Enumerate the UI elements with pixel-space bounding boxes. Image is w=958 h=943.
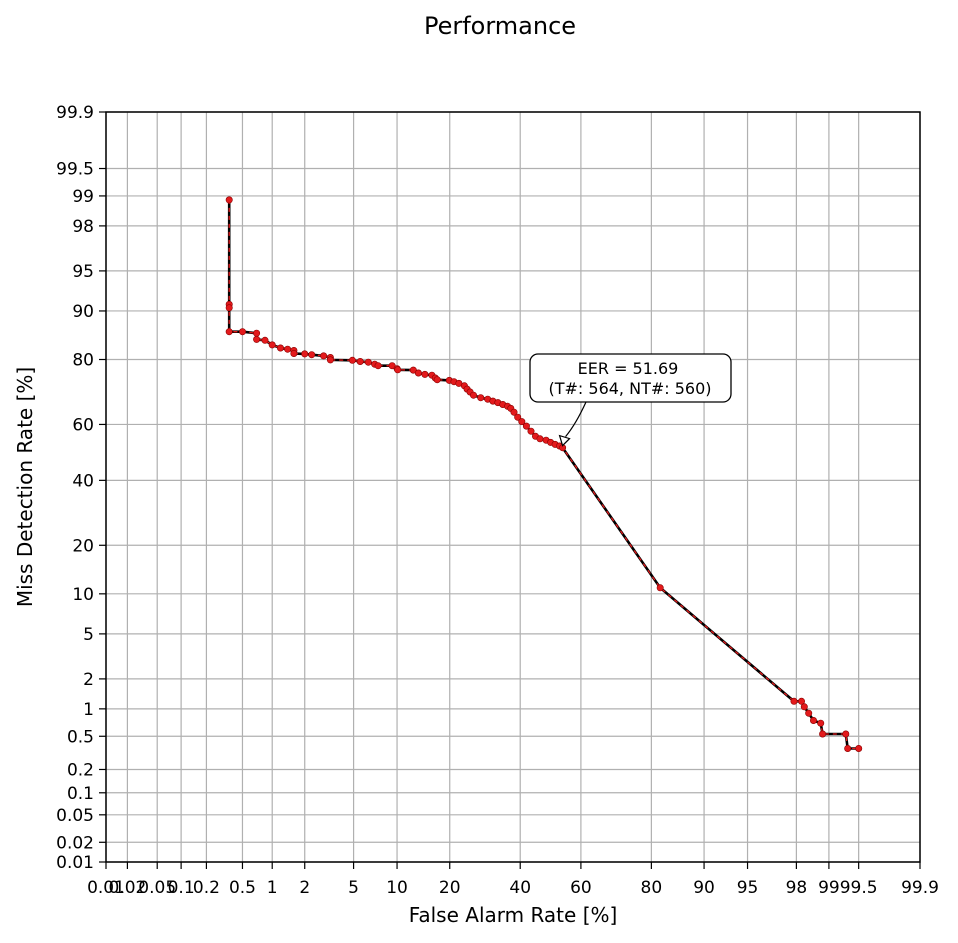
series-line [227, 199, 859, 750]
data-point [477, 394, 485, 402]
y-tick-label: 98 [72, 217, 94, 237]
data-point [819, 730, 827, 738]
y-tick-label: 0.01 [56, 853, 94, 873]
data-point [514, 413, 522, 421]
data-point [844, 744, 852, 752]
x-tick-label: 80 [641, 878, 663, 898]
x-tick-label: 1 [267, 878, 278, 898]
y-tick-label: 20 [72, 536, 94, 556]
data-point [320, 352, 328, 360]
data-point [842, 730, 850, 738]
x-tick-label: 0.05 [138, 878, 176, 898]
x-tick-label: 5 [348, 878, 359, 898]
data-point [276, 344, 284, 352]
data-point [805, 709, 813, 717]
x-tick-label: 90 [693, 878, 715, 898]
chart-title: Performance [424, 12, 576, 40]
data-point [326, 356, 334, 364]
data-point [374, 362, 382, 370]
data-point [536, 435, 544, 443]
eer-annotation-box [529, 353, 732, 403]
x-tick-label: 20 [439, 878, 461, 898]
x-tick-label: 99 [818, 878, 840, 898]
y-tick-label: 5 [83, 625, 94, 645]
data-point [800, 703, 808, 711]
data-point [290, 349, 298, 357]
data-point [225, 304, 233, 312]
data-point [348, 356, 356, 364]
data-point [225, 196, 233, 204]
data-point [364, 358, 372, 366]
data-point [469, 391, 477, 399]
x-tick-label: 99.5 [840, 878, 878, 898]
data-point [239, 328, 247, 336]
data-point [518, 418, 526, 426]
y-tick-label: 2 [83, 670, 94, 690]
data-point [225, 328, 233, 336]
x-tick-label: 0.2 [193, 878, 220, 898]
x-tick-label: 95 [737, 878, 759, 898]
data-point [253, 329, 261, 337]
data-point [817, 719, 825, 727]
y-tick-label: 0.1 [67, 784, 94, 804]
y-tick-label: 60 [72, 415, 94, 435]
data-point [522, 422, 530, 430]
x-tick-label: 0.1 [168, 878, 195, 898]
y-axis: 0.010.02 0.050.1 0.2 0.5 1 2 5 10 20 40 60 80 90 95 98… [56, 103, 106, 873]
data-point [797, 697, 805, 705]
plot-frame [105, 111, 921, 863]
data-point [656, 584, 664, 592]
eer-annotation: EER = 51.69 (T#: 564, NT#: 560) [529, 353, 732, 447]
y-tick-label: 0.2 [67, 760, 94, 780]
x-tick-label: 10 [386, 878, 408, 898]
data-point [527, 427, 535, 435]
y-tick-label: 90 [72, 302, 94, 322]
data-point [855, 744, 863, 752]
data-point [308, 351, 316, 359]
data-point [301, 350, 309, 358]
y-tick-label: 99.5 [56, 160, 94, 180]
data-point [268, 341, 276, 349]
series-line-dash [228, 199, 859, 750]
data-point [809, 716, 817, 724]
data-series [225, 196, 863, 752]
data-point [790, 697, 798, 705]
y-tick-label: 40 [72, 471, 94, 491]
data-point [510, 408, 518, 416]
grid-lines [105, 111, 921, 863]
data-point [394, 366, 402, 374]
x-tick-label: 40 [509, 878, 531, 898]
eer-annotation-arrow [565, 401, 587, 437]
x-tick-label: 0.02 [108, 878, 146, 898]
y-tick-label: 80 [72, 351, 94, 371]
x-tick-label: 0.01 [87, 878, 125, 898]
data-point [356, 357, 364, 365]
x-tick-label: 98 [786, 878, 808, 898]
y-tick-label: 0.5 [67, 727, 94, 747]
eer-annotation-line2: (T#: 564, NT#: 560) [548, 379, 711, 398]
y-tick-label: 95 [72, 262, 94, 282]
data-point [414, 369, 422, 377]
x-axis-label: False Alarm Rate [%] [409, 903, 618, 927]
x-tick-label: 0.5 [229, 878, 256, 898]
y-tick-label: 1 [83, 700, 94, 720]
data-point [433, 376, 441, 384]
data-point [421, 370, 429, 378]
y-tick-label: 99.9 [56, 103, 94, 123]
eer-annotation-arrowhead [558, 434, 571, 447]
data-point [284, 345, 292, 353]
y-tick-label: 99 [72, 187, 94, 207]
data-point [261, 336, 269, 344]
x-tick-label: 99.9 [901, 878, 939, 898]
y-tick-label: 10 [72, 585, 94, 605]
x-tick-label: 2 [299, 878, 310, 898]
y-tick-label: 0.05 [56, 806, 94, 826]
eer-annotation-line1: EER = 51.69 [578, 359, 679, 378]
x-axis: 0.010.020.050.10.2 0.5 1 2 5 10 20 40 60 80 90 95 98… [87, 862, 939, 898]
data-point [253, 335, 261, 343]
x-tick-label: 60 [570, 878, 592, 898]
y-axis-label: Miss Detection Rate [%] [13, 367, 37, 607]
y-tick-label: 0.02 [56, 833, 94, 853]
